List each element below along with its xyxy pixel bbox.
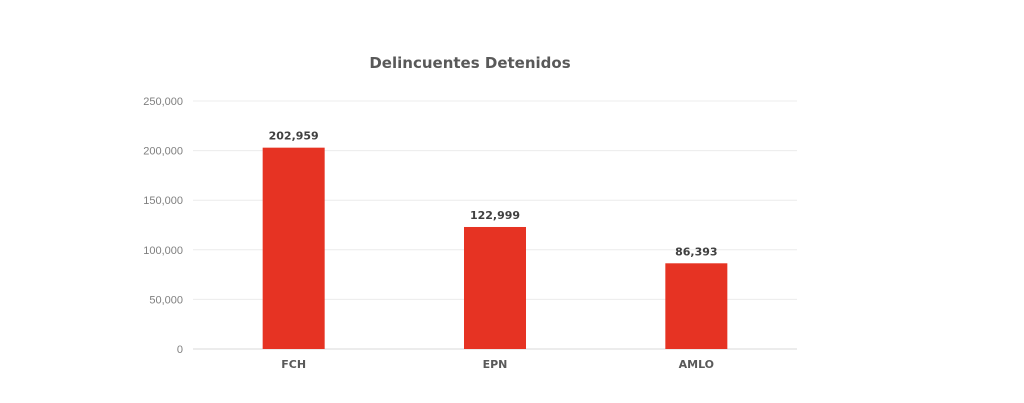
chart-title: Delincuentes Detenidos [369,54,570,72]
y-tick-label: 50,000 [149,294,183,306]
y-tick-label: 100,000 [143,245,183,257]
bar-amlo [665,263,728,349]
bar-epn [464,226,526,349]
x-axis-categories: FCH EPN AMLO [281,358,714,371]
x-category-label: AMLO [679,358,714,371]
y-tick-label: 250,000 [143,96,183,108]
data-label: 202,959 [269,130,319,143]
y-axis-ticks: 0 50,000 100,000 150,000 200,000 250,000 [143,96,183,356]
y-tick-label: 150,000 [143,195,183,207]
data-labels: 202,959 122,999 86,393 [269,130,718,259]
data-label: 86,393 [675,245,717,258]
bar-fch [262,147,325,349]
data-label: 122,999 [470,209,520,222]
y-tick-label: 0 [177,344,183,356]
x-category-label: EPN [483,358,508,371]
bars [262,147,728,349]
y-tick-label: 200,000 [143,146,183,158]
x-category-label: FCH [281,358,306,371]
